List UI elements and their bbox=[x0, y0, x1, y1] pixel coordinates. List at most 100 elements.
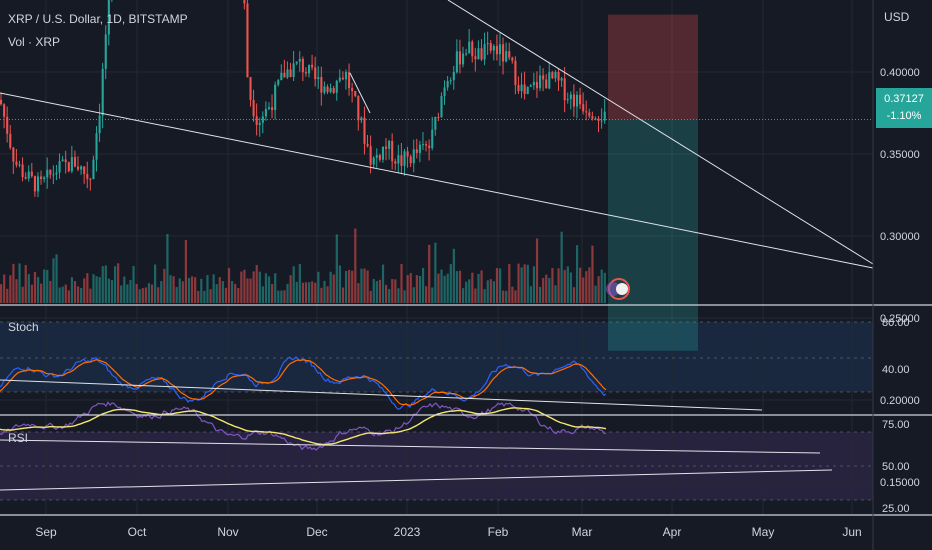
price-tick: 0.30000 bbox=[880, 231, 920, 243]
volume-bar bbox=[141, 288, 144, 303]
candle-body bbox=[46, 169, 49, 178]
candle-body bbox=[24, 176, 27, 179]
volume-bar bbox=[113, 266, 117, 303]
volume-bar bbox=[394, 279, 397, 303]
candle-body bbox=[360, 117, 363, 121]
volume-bar bbox=[566, 266, 569, 303]
volume-bar bbox=[391, 278, 394, 303]
candle-body bbox=[437, 116, 440, 118]
volume-bar bbox=[6, 288, 9, 303]
candle-body bbox=[523, 84, 526, 94]
volume-bar bbox=[221, 281, 224, 303]
candle-body bbox=[326, 86, 329, 93]
volume-bar bbox=[36, 277, 40, 303]
candle-body bbox=[36, 176, 40, 192]
candle-body bbox=[477, 48, 480, 60]
candle-body bbox=[6, 116, 9, 134]
candle-body bbox=[49, 169, 52, 175]
volume-bar bbox=[388, 289, 391, 303]
candle-body bbox=[18, 164, 21, 166]
candle-body bbox=[40, 176, 43, 180]
candle-body bbox=[425, 144, 428, 146]
volume-bar bbox=[58, 287, 61, 303]
volume-bar bbox=[252, 271, 255, 303]
stoch-band bbox=[0, 322, 873, 392]
trend-lines[interactable] bbox=[0, 0, 874, 300]
volume-bar bbox=[603, 272, 606, 303]
stop-zone bbox=[608, 14, 698, 120]
candle-body bbox=[363, 117, 366, 144]
candle-body bbox=[462, 53, 465, 65]
volume-bar bbox=[46, 270, 49, 303]
volume-bar bbox=[83, 278, 86, 303]
candle-body bbox=[594, 118, 597, 120]
volume-bar bbox=[412, 287, 415, 303]
volume-bar bbox=[492, 281, 495, 303]
candle-body bbox=[394, 161, 397, 164]
candle-body bbox=[255, 116, 258, 125]
volume-bar bbox=[308, 282, 311, 303]
time-tick: Feb bbox=[488, 525, 509, 539]
candle-body bbox=[15, 161, 18, 166]
candle-body bbox=[98, 115, 101, 134]
candle-body bbox=[452, 72, 455, 81]
volume-bar bbox=[160, 281, 163, 303]
candle-body bbox=[511, 57, 514, 61]
price-tick: 0.35000 bbox=[880, 149, 920, 161]
volume-bar bbox=[231, 280, 234, 303]
candle-body bbox=[412, 149, 415, 164]
volume-bar bbox=[372, 278, 375, 303]
volume-bar bbox=[508, 264, 511, 303]
volume-bar bbox=[3, 274, 6, 303]
candle-body bbox=[492, 45, 495, 51]
stoch-legend[interactable]: Stoch bbox=[8, 320, 39, 334]
volume-bar bbox=[502, 290, 505, 303]
volume-bar bbox=[169, 275, 172, 303]
candle-body bbox=[406, 151, 409, 157]
candle-body bbox=[3, 104, 6, 117]
volume-bar bbox=[77, 286, 80, 303]
volume-bar bbox=[329, 271, 332, 303]
time-tick: Apr bbox=[663, 525, 682, 539]
rsi-legend[interactable]: RSI bbox=[8, 431, 29, 445]
rsi-tick: 75.00 bbox=[882, 419, 910, 431]
volume-bar bbox=[215, 284, 218, 303]
candle-body bbox=[381, 146, 385, 160]
candle-body bbox=[400, 155, 403, 166]
candle-body bbox=[397, 155, 400, 164]
volume-bar bbox=[98, 277, 101, 303]
volume-bar bbox=[55, 254, 58, 303]
volume-bar bbox=[258, 271, 261, 303]
candle-body bbox=[304, 72, 308, 74]
candle-body bbox=[471, 41, 474, 57]
volume-legend[interactable]: Vol · XRP bbox=[8, 35, 61, 49]
volume-bar bbox=[187, 278, 191, 303]
short-position-tool[interactable] bbox=[0, 14, 873, 351]
volume-bar bbox=[400, 263, 403, 303]
price-change: -1.10% bbox=[886, 110, 922, 122]
currency-label: USD bbox=[884, 10, 910, 24]
volume-bars bbox=[0, 228, 606, 303]
candle-body bbox=[58, 161, 61, 173]
trend-line bbox=[0, 92, 874, 269]
candle-body bbox=[267, 107, 271, 109]
rsi-tick: 50.00 bbox=[882, 461, 910, 473]
stoch-trend-line bbox=[0, 379, 763, 411]
candle-body bbox=[252, 100, 255, 117]
volume-bar bbox=[0, 284, 3, 303]
volume-bar bbox=[264, 273, 268, 303]
volume-bar bbox=[107, 278, 110, 303]
volume-bar bbox=[597, 276, 600, 303]
candle-body bbox=[443, 87, 446, 97]
candle-body bbox=[600, 120, 603, 122]
volume-bar bbox=[437, 273, 440, 303]
candle-body bbox=[83, 166, 86, 174]
candle-body bbox=[563, 78, 566, 101]
volume-bar bbox=[123, 276, 126, 303]
candle-body bbox=[301, 58, 304, 73]
candle-body bbox=[249, 77, 252, 101]
trend-line bbox=[349, 72, 371, 114]
symbol-legend[interactable]: XRP / U.S. Dollar, 1D, BITSTAMP bbox=[8, 12, 188, 26]
candle-body bbox=[458, 51, 462, 65]
